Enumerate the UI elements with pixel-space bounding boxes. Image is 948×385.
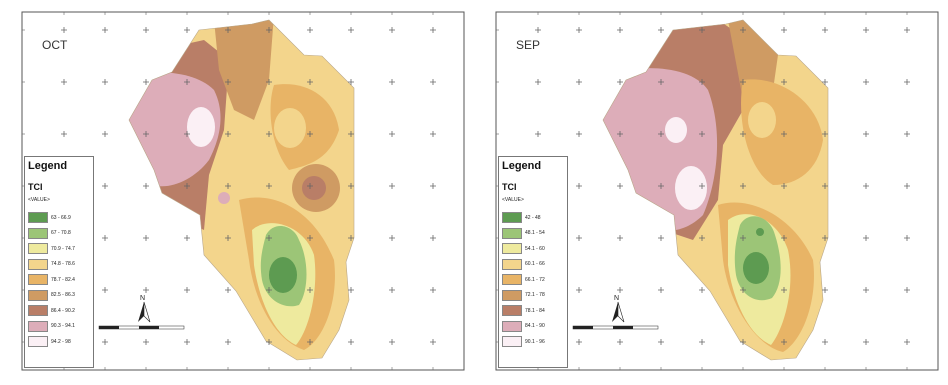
legend-swatch bbox=[28, 336, 48, 348]
legend-row: 74.8 - 78.6 bbox=[28, 257, 75, 273]
north-arrow: N bbox=[138, 295, 151, 323]
legend-swatch bbox=[28, 243, 48, 255]
map-ticks bbox=[22, 12, 434, 370]
legend-swatch bbox=[28, 274, 48, 286]
map-panel-oct: N OCT Legend TCI <VALUE> 63 - 66.9 67 - … bbox=[4, 0, 474, 385]
legend-swatch bbox=[28, 212, 48, 224]
legend-swatch bbox=[28, 289, 48, 301]
legend-variable: TCI bbox=[28, 182, 43, 192]
legend-row-label: 48.1 - 54 bbox=[525, 230, 545, 237]
map-outline bbox=[602, 19, 829, 361]
map-ticks bbox=[496, 12, 908, 370]
legend-swatch bbox=[502, 227, 522, 239]
legend-row-label: 67 - 70.8 bbox=[51, 230, 71, 237]
legend-row: 66.1 - 72 bbox=[502, 272, 545, 288]
legend-row-label: 70.9 - 74.7 bbox=[51, 245, 75, 252]
scale-bar bbox=[572, 325, 659, 330]
legend-variable: TCI bbox=[502, 182, 517, 192]
legend-row-label: 72.1 - 78 bbox=[525, 292, 545, 299]
legend-row: 78.1 - 84 bbox=[502, 303, 545, 319]
month-label: OCT bbox=[42, 38, 68, 52]
legend-swatch bbox=[502, 258, 522, 270]
legend-row-label: 66.1 - 72 bbox=[525, 276, 545, 283]
month-label: SEP bbox=[516, 38, 541, 52]
legend-swatch bbox=[28, 258, 48, 270]
north-label: N bbox=[140, 295, 145, 302]
legend-title: Legend bbox=[28, 160, 68, 172]
tci-zones-sep bbox=[603, 20, 828, 360]
map-canvas-oct: N bbox=[21, 11, 465, 371]
legend-swatch bbox=[502, 212, 522, 224]
legend-row-label: 60.1 - 66 bbox=[525, 261, 545, 268]
legend-row: 90.3 - 94.1 bbox=[28, 319, 75, 335]
legend-row: 84.1 - 90 bbox=[502, 319, 545, 335]
legend-row-label: 74.8 - 78.6 bbox=[51, 261, 75, 268]
legend-row: 63 - 66.9 bbox=[28, 210, 75, 226]
legend-row: 86.4 - 90.2 bbox=[28, 303, 75, 319]
legend-swatch bbox=[502, 289, 522, 301]
legend-rows: 42 - 48 48.1 - 54 54.1 - 60 60.1 - 66 66… bbox=[502, 210, 545, 350]
north-arrow: N bbox=[612, 295, 625, 323]
legend-row-label: 82.5 - 86.3 bbox=[51, 292, 75, 299]
legend-swatch bbox=[502, 305, 522, 317]
legend-row-label: 90.3 - 94.1 bbox=[51, 323, 75, 330]
legend-row: 67 - 70.8 bbox=[28, 226, 75, 242]
legend-title: Legend bbox=[502, 160, 542, 172]
scale-bar bbox=[98, 325, 185, 330]
legend-swatch bbox=[28, 305, 48, 317]
legend-row: 60.1 - 66 bbox=[502, 257, 545, 273]
legend-row-label: 63 - 66.9 bbox=[51, 214, 71, 221]
legend-row-label: 84.1 - 90 bbox=[525, 323, 545, 330]
legend-swatch bbox=[502, 274, 522, 286]
legend-swatch bbox=[28, 227, 48, 239]
north-label: N bbox=[614, 295, 619, 302]
legend-swatch bbox=[28, 320, 48, 332]
map-panel-sep: N SEP Legend TCI <VALUE> 42 - 48 48.1 - … bbox=[478, 0, 948, 385]
map-canvas-sep: N bbox=[495, 11, 939, 371]
legend-row-label: 94.2 - 98 bbox=[51, 338, 71, 345]
legend-row: 78.7 - 82.4 bbox=[28, 272, 75, 288]
legend-row-label: 78.1 - 84 bbox=[525, 307, 545, 314]
legend-row: 48.1 - 54 bbox=[502, 226, 545, 242]
graticule-crosses bbox=[535, 27, 910, 345]
legend-swatch bbox=[502, 243, 522, 255]
legend-row: 70.9 - 74.7 bbox=[28, 241, 75, 257]
map-outline bbox=[128, 19, 355, 361]
legend-value-label: <VALUE> bbox=[28, 197, 50, 203]
legend-row-label: 54.1 - 60 bbox=[525, 245, 545, 252]
legend-row: 54.1 - 60 bbox=[502, 241, 545, 257]
legend-swatch bbox=[502, 336, 522, 348]
legend-swatch bbox=[502, 320, 522, 332]
graticule-crosses bbox=[61, 27, 436, 345]
legend-row: 90.1 - 96 bbox=[502, 334, 545, 350]
legend-box: Legend TCI <VALUE> 42 - 48 48.1 - 54 54.… bbox=[498, 156, 568, 368]
legend-row: 94.2 - 98 bbox=[28, 334, 75, 350]
legend-row-label: 90.1 - 96 bbox=[525, 338, 545, 345]
legend-box: Legend TCI <VALUE> 63 - 66.9 67 - 70.8 7… bbox=[24, 156, 94, 368]
legend-row: 82.5 - 86.3 bbox=[28, 288, 75, 304]
legend-row-label: 86.4 - 90.2 bbox=[51, 307, 75, 314]
legend-row: 72.1 - 78 bbox=[502, 288, 545, 304]
legend-row: 42 - 48 bbox=[502, 210, 545, 226]
legend-row-label: 78.7 - 82.4 bbox=[51, 276, 75, 283]
legend-row-label: 42 - 48 bbox=[525, 214, 541, 221]
legend-value-label: <VALUE> bbox=[502, 197, 524, 203]
legend-rows: 63 - 66.9 67 - 70.8 70.9 - 74.7 74.8 - 7… bbox=[28, 210, 75, 350]
